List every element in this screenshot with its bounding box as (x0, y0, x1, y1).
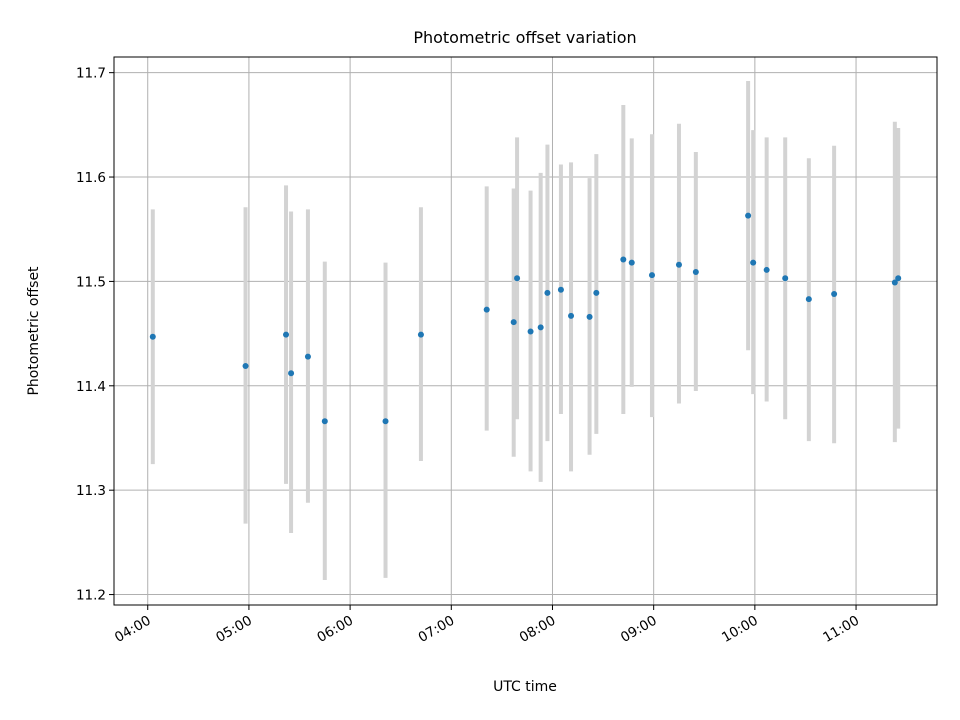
y-tick-label: 11.4 (76, 379, 106, 395)
x-tick-label: 06:00 (314, 613, 356, 646)
data-point (304, 353, 311, 360)
data-points (149, 212, 902, 425)
y-axis-label: Photometric offset (26, 266, 42, 396)
plot-frame (113, 56, 938, 606)
data-point (620, 256, 627, 263)
data-point (831, 290, 838, 297)
y-gridlines (114, 72, 937, 596)
data-point (805, 296, 812, 303)
x-axis-label: UTC time (493, 679, 557, 695)
data-point (628, 259, 635, 266)
data-point (510, 319, 517, 326)
error-bars (150, 81, 901, 580)
x-tick-label: 11:00 (820, 613, 862, 646)
y-tick-label: 11.7 (76, 66, 106, 82)
data-point (321, 418, 328, 425)
data-point (483, 306, 490, 313)
data-point (568, 312, 575, 319)
data-point (544, 289, 551, 296)
data-point (149, 333, 156, 340)
data-point (537, 324, 544, 331)
data-point (586, 313, 593, 320)
data-point (382, 418, 389, 425)
y-tick-label: 11.3 (76, 483, 106, 499)
data-point (283, 331, 290, 338)
x-tick-label: 04:00 (112, 613, 154, 646)
data-point (895, 275, 902, 282)
data-point (417, 331, 424, 338)
data-point (782, 275, 789, 282)
data-point (675, 261, 682, 268)
data-point (750, 259, 757, 266)
data-point (593, 289, 600, 296)
data-point (557, 286, 564, 293)
data-point (527, 328, 534, 335)
y-tick-label: 11.6 (76, 170, 106, 186)
data-point (891, 279, 898, 286)
x-tick-label: 07:00 (416, 613, 458, 646)
y-ticks: 11.2 11.3 11.4 11.5 11.6 11.7 (76, 66, 114, 604)
data-point (692, 269, 699, 276)
x-tick-label: 08:00 (517, 613, 559, 646)
y-tick-label: 11.5 (76, 274, 106, 290)
x-tick-label: 10:00 (719, 613, 761, 646)
data-point (745, 212, 752, 219)
x-tick-label: 05:00 (213, 613, 255, 646)
data-point (514, 275, 521, 282)
y-tick-label: 11.2 (76, 588, 106, 604)
data-point (763, 266, 770, 273)
data-point (288, 370, 295, 377)
data-point (242, 362, 249, 369)
x-ticks: 04:00 05:00 06:00 07:00 08:00 09:00 10:00 11:00 (112, 605, 862, 646)
x-tick-label: 09:00 (618, 613, 660, 646)
data-point (648, 272, 655, 279)
chart-title: Photometric offset variation (413, 28, 636, 47)
